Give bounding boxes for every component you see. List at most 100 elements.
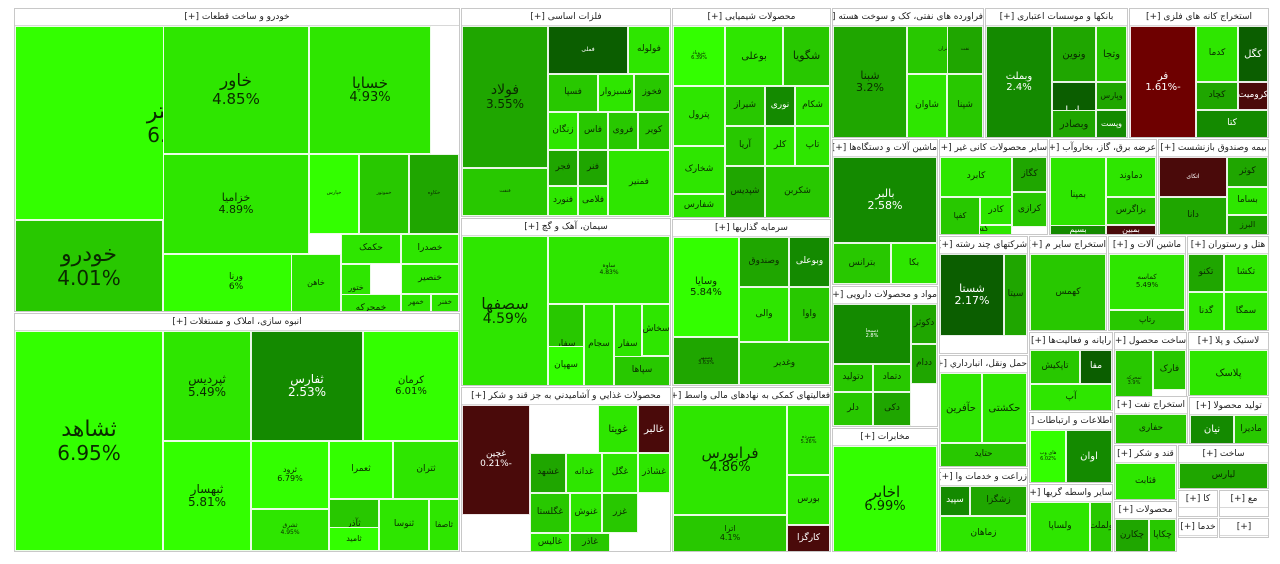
tile[interactable]: خصدرا [401, 234, 459, 264]
tile[interactable]: فنر [578, 150, 608, 186]
tile[interactable]: شاوان [907, 74, 947, 137]
tile[interactable]: کرومیت [1238, 82, 1268, 110]
sector-header[interactable]: ساخت محصول [+] [1115, 333, 1186, 350]
tile[interactable]: مادیرا [1234, 415, 1268, 443]
tile[interactable]: غگل [602, 453, 638, 493]
tile[interactable]: واوا [789, 287, 830, 342]
sector-header[interactable]: کا [+] [1179, 491, 1217, 508]
tile[interactable]: البرز [1227, 215, 1268, 234]
tile[interactable]: فولاد 3.55% [462, 26, 548, 168]
tile[interactable]: وبملت 2.4% [986, 26, 1052, 137]
sector-header[interactable]: رایانه و فعالیت‌ها [+] [1030, 333, 1112, 350]
tile[interactable]: وغدیر [739, 342, 830, 385]
tile[interactable]: ونوین [1052, 26, 1096, 82]
sector-header[interactable]: ماشین آلات و دستگاه‌ها [+] [833, 140, 937, 157]
tile[interactable]: کرمان 6.01% [363, 331, 459, 441]
tile[interactable]: خکاوه [409, 154, 459, 234]
tile[interactable]: ثتران [393, 441, 459, 499]
tile[interactable]: کابرد [940, 157, 1012, 197]
tile[interactable]: حآفرین [940, 373, 982, 443]
tile[interactable]: کگل [1238, 26, 1268, 82]
tile[interactable]: چکارن [1115, 519, 1149, 551]
tile[interactable]: شکربن [765, 166, 830, 217]
tile[interactable]: وپست [1096, 110, 1127, 137]
tile[interactable]: ثرود 6.79% [251, 441, 329, 509]
tile[interactable]: نفت [947, 26, 983, 74]
tile[interactable]: خمحرکه [341, 294, 401, 311]
tile[interactable]: بمبین [1106, 225, 1156, 234]
tile[interactable]: وصندوق [739, 237, 789, 287]
tile[interactable]: ددام [911, 344, 937, 384]
tile[interactable]: شکام [795, 86, 830, 126]
tile[interactable]: تکنو [1188, 254, 1224, 292]
tile[interactable]: فولوله [628, 26, 670, 74]
tile[interactable]: اوان [1066, 430, 1112, 482]
tile[interactable]: غاذر [570, 533, 610, 551]
sector-header[interactable]: زراعت و خدمات وا [+] [940, 469, 1027, 486]
tile[interactable]: بترانس [833, 243, 891, 284]
tile[interactable]: کهمس [1030, 254, 1106, 330]
tile[interactable]: دماوند [1106, 157, 1156, 197]
sector-header[interactable]: مواد و محصولات دارویی [+] [833, 287, 937, 304]
tile[interactable]: شستا 2.17% [940, 254, 1004, 336]
tile[interactable]: پتروپاد 6.39% [673, 26, 725, 86]
tile[interactable]: شگویا [783, 26, 830, 86]
tile[interactable]: کدما [1196, 26, 1238, 82]
sector-header[interactable]: شرکتهای چند رشته [+] [940, 237, 1027, 254]
tile[interactable]: اترا 4.1% [673, 515, 787, 551]
tile[interactable]: شپنا [947, 74, 983, 137]
tile[interactable]: وبوعلی [789, 237, 830, 287]
tile[interactable]: گدنا [1188, 292, 1224, 330]
tile[interactable]: غزر [602, 493, 638, 533]
tile[interactable]: کوثر [1227, 157, 1268, 187]
tile[interactable]: کلر [765, 126, 795, 166]
tile[interactable]: لیارس [1179, 463, 1268, 488]
tile[interactable]: وسپهر 3.63% [673, 337, 739, 385]
tile[interactable]: سپاها [614, 356, 670, 385]
tile[interactable]: سصفها 4.59% [462, 236, 548, 385]
tile[interactable]: ورنا 6% [163, 254, 309, 311]
tile[interactable]: رتاپ [1109, 310, 1185, 330]
tile[interactable]: کگاز [1012, 157, 1047, 192]
tile[interactable]: خفنر [431, 294, 459, 311]
tile[interactable]: شخارک [673, 146, 725, 194]
tile[interactable]: ثامید [329, 527, 379, 551]
sector-header[interactable]: سیمان، آهک و گچ [+] [462, 219, 670, 236]
tile[interactable]: خمهر [401, 294, 431, 311]
tile[interactable]: ثنوسا [379, 499, 429, 551]
tile[interactable]: پلاسک [1189, 350, 1268, 395]
tile[interactable]: قثابت [1115, 463, 1176, 499]
tile[interactable]: بکا [891, 243, 937, 284]
tile[interactable]: سخاش [642, 304, 670, 356]
tile[interactable]: سمگا [1224, 292, 1268, 330]
sector-header[interactable]: محصولات غذايي و آشاميدني به جز قند و شكر… [462, 388, 670, 405]
tile[interactable]: فسپا [548, 74, 598, 112]
sector-header[interactable]: سایر واسطه گریها [+] [1030, 485, 1112, 502]
sector-header[interactable]: تولید محصولا [+] [1190, 398, 1268, 415]
tile[interactable]: وتجا [1096, 26, 1127, 82]
tile[interactable]: خساپا 4.93% [309, 26, 431, 154]
tile[interactable]: بالبر 2.58% [833, 157, 937, 243]
tile[interactable]: فروی [608, 112, 638, 150]
tile[interactable]: سپید [940, 486, 970, 516]
sector-header[interactable]: مخابرات [+] [833, 429, 937, 446]
tile[interactable]: زماهان [940, 516, 1027, 551]
tile[interactable]: شیراز [725, 86, 765, 126]
sector-header[interactable]: خدما [+] [1179, 519, 1217, 536]
tile[interactable]: شبنا 3.2% [833, 26, 907, 137]
tile[interactable]: خاهن [291, 254, 341, 311]
tile[interactable]: دکی [873, 392, 911, 426]
tile[interactable]: حکمک [341, 234, 401, 264]
tile[interactable]: حفاری [1115, 414, 1187, 443]
tile[interactable]: ثپردیس 5.49% [163, 331, 251, 441]
tile[interactable]: های وب 6.02% [1030, 430, 1066, 482]
sector-header[interactable]: انبوه سازی، املاک و مستغلات [+] [15, 314, 459, 331]
tile[interactable]: خاور 4.85% [163, 26, 309, 154]
sector-header[interactable]: اطلاعات و ارتباطات [+] [1030, 413, 1112, 430]
tile[interactable]: فملی [548, 26, 628, 74]
tile[interactable]: غگلستا [530, 493, 570, 533]
tile[interactable]: سپرده 5.26% [787, 405, 830, 475]
tile[interactable]: سهپان [548, 346, 584, 385]
tile[interactable]: فجر [548, 150, 578, 186]
sector-header[interactable]: [+] [1220, 519, 1268, 536]
